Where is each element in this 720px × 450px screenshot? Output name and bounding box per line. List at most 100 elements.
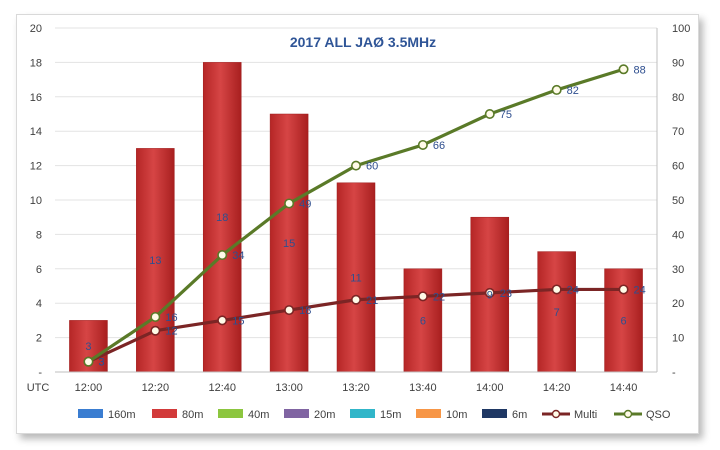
point-value-label: 24 [634,284,646,296]
line-series [83,64,629,367]
x-tick-label: 13:00 [275,382,303,394]
bar-80m [336,182,376,373]
y2-tick-label: 10 [672,333,684,345]
legend-label-160m: 160m [108,409,136,421]
point-value-label: 15 [232,315,244,327]
x-tick-label: 13:20 [342,382,370,394]
bar-value-label: 11 [350,272,361,284]
point-value-label: 23 [500,288,512,300]
y-tick-label: 2 [36,333,42,345]
y-tick-label: 6 [36,264,42,276]
x-tick-label: 12:40 [208,382,236,394]
bar-value-label: 6 [420,315,426,327]
bar-value-label: 9 [487,290,493,302]
point-QSO [551,84,562,95]
point-value-label: 82 [567,85,579,97]
point-value-label: 60 [366,161,378,173]
point-value-label: 24 [567,284,579,296]
point-Multi [284,305,295,316]
legend-label-20m: 20m [314,409,335,421]
point-Multi [618,284,629,295]
y-tick-label: 20 [30,23,42,35]
point-value-label: 3 [98,357,104,369]
y-tick-label: 10 [30,195,42,207]
x-tick-label: 14:40 [610,382,638,394]
y-tick-label: 4 [36,298,42,310]
y2-tick-label: 40 [672,229,684,241]
legend: 160m 80m 40m 20m 15m 10m 6m Multi QSO [78,409,671,421]
bar-value-label: 18 [216,212,228,224]
bar-80m [537,251,576,373]
bar-value-label: 7 [554,307,560,319]
point-value-label: 16 [165,312,177,324]
point-QSO [618,64,629,75]
bar-80m [269,113,309,373]
point-QSO [217,250,228,261]
point-value-label: 18 [299,305,311,317]
bar-value-label: 13 [149,255,161,267]
y-tick-label: 12 [30,161,42,173]
axes: -2468101214161820-1020304050607080901001… [30,23,691,394]
x-axis-title: UTC [27,382,50,394]
point-QSO [83,356,94,367]
point-value-label: 3 [98,357,104,369]
x-tick-label: 12:20 [142,382,170,394]
point-value-label: 66 [433,140,445,152]
point-value-label: 49 [299,198,311,210]
y2-tick-label: 70 [672,126,684,138]
x-tick-label: 14:20 [543,382,571,394]
x-tick-label: 14:00 [476,382,504,394]
point-value-label: 88 [634,64,646,76]
bar-series-80m [69,62,643,373]
legend-marker-Multi [551,409,561,419]
legend-swatch-15m [350,409,375,418]
point-QSO [417,139,428,150]
point-QSO [484,109,495,120]
point-Multi [150,325,161,336]
point-QSO [150,311,161,322]
y2-tick-label: 20 [672,298,684,310]
point-value-label: 22 [433,291,445,303]
y2-tick-label: - [672,367,676,379]
legend-swatch-40m [218,409,243,418]
y2-tick-label: 90 [672,57,684,69]
legend-label-10m: 10m [446,409,467,421]
point-value-label: 12 [165,326,177,338]
legend-marker-QSO [623,409,633,419]
y-tick-label: 8 [36,229,42,241]
bar-value-label: 3 [85,341,91,353]
y-tick-label: 16 [30,92,42,104]
legend-swatch-20m [284,409,309,418]
legend-label-80m: 80m [182,409,203,421]
y2-tick-label: 60 [672,161,684,173]
point-QSO [350,160,361,171]
legend-label-Multi: Multi [574,409,597,421]
point-Multi [551,284,562,295]
point-value-label: 75 [500,109,512,121]
y2-tick-label: 50 [672,195,684,207]
bar-value-label: 6 [620,315,626,327]
legend-label-40m: 40m [248,409,269,421]
legend-swatch-6m [482,409,507,418]
point-value-label: 34 [232,250,244,262]
x-tick-label: 13:40 [409,382,437,394]
point-QSO [284,198,295,209]
y-tick-label: 14 [30,126,42,138]
bar-value-label: 15 [283,238,295,250]
legend-swatch-10m [416,409,441,418]
legend-swatch-160m [78,409,103,418]
point-Multi [217,315,228,326]
point-Multi [350,294,361,305]
y2-tick-label: 100 [672,23,690,35]
point-value-label: 21 [366,295,378,307]
chart-title: 2017 ALL JAØ 3.5MHz [290,34,436,50]
bar-80m [403,268,443,373]
legend-label-15m: 15m [380,409,401,421]
y-tick-label: - [38,367,42,379]
y2-tick-label: 80 [672,92,684,104]
y-tick-label: 18 [30,57,42,69]
y2-tick-label: 30 [672,264,684,276]
legend-swatch-80m [152,409,177,418]
